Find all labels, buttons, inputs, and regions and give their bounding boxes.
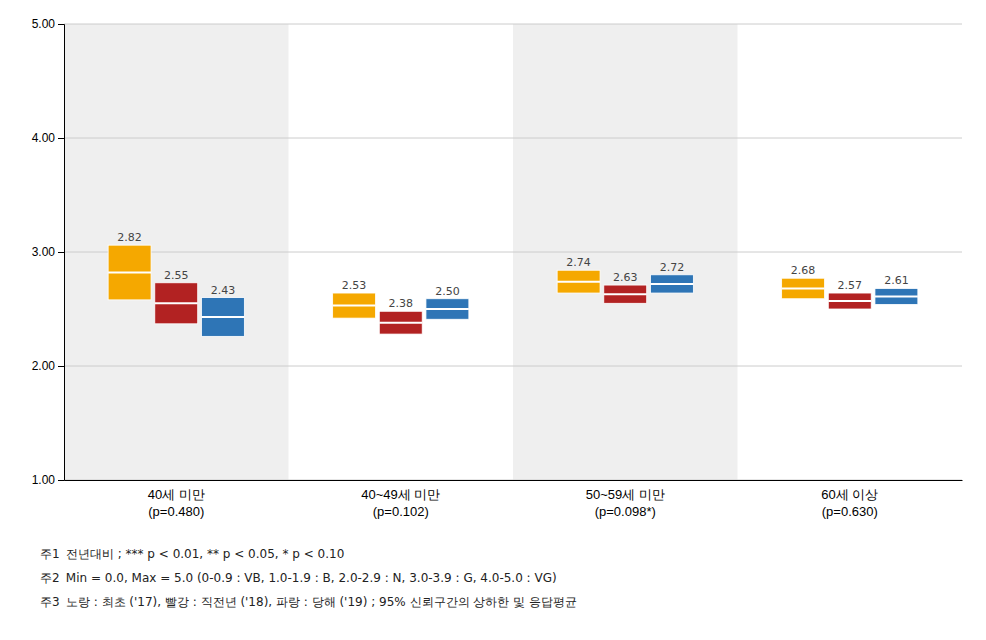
- series: [155, 283, 871, 334]
- tick: 5.00: [32, 17, 64, 31]
- tick: 40세 미만 (p=0.480): [148, 480, 205, 519]
- tick-mark: [58, 24, 64, 25]
- mean-line: [782, 287, 825, 289]
- tick-mark: [58, 138, 64, 139]
- data-label: 2.55: [164, 269, 189, 282]
- data-label: 2.72: [660, 261, 685, 274]
- grid-line: [64, 366, 962, 367]
- mean-line: [379, 322, 422, 324]
- mean-line: [828, 300, 871, 302]
- tick-mark: [58, 366, 64, 367]
- tick: 40~49세 미만 (p=0.102): [361, 480, 440, 519]
- data-labels: 2.82 2.53 2.74 2.68 2.55 2.38 2.63 2.57 2.43 2.50…: [117, 231, 908, 310]
- tick-label: 1.00: [32, 473, 56, 487]
- tick-label: 60세 이상 (p=0.630): [821, 487, 878, 519]
- chart: 2.82 2.53 2.74 2.68 2.55 2.38 2.63 2.57 2.43 2.50…: [0, 0, 986, 640]
- marks: [108, 245, 918, 336]
- grid-line: [64, 252, 962, 253]
- tick-label-line: 40~49세 미만: [361, 487, 440, 502]
- grid: [64, 24, 962, 480]
- ci-box: [828, 293, 871, 309]
- ci-box: [155, 283, 198, 324]
- tick: 4.00: [32, 131, 64, 145]
- mean-line: [875, 295, 918, 297]
- data-label: 2.53: [342, 279, 367, 292]
- tick-label: 50~59세 미만 (p=0.098*): [586, 487, 665, 519]
- mean-line: [108, 272, 151, 274]
- tick-mark: [58, 480, 64, 481]
- mean-line: [650, 283, 693, 285]
- axis-line: [65, 480, 963, 481]
- tick-label: 5.00: [32, 17, 56, 31]
- plot: 2.82 2.53 2.74 2.68 2.55 2.38 2.63 2.57 2.43 2.50…: [32, 17, 963, 519]
- mean-line: [155, 302, 198, 304]
- grid-line: [64, 480, 962, 481]
- tick: 2.00: [32, 359, 64, 373]
- mean-line: [333, 305, 376, 307]
- data-label: 2.50: [435, 285, 460, 298]
- series: [201, 275, 917, 337]
- tick-label-line: (p=0.098*): [595, 504, 656, 519]
- tick-label: 2.00: [32, 359, 56, 373]
- data-label: 2.74: [566, 256, 591, 269]
- ci-box: [604, 285, 647, 303]
- tick: 60세 이상 (p=0.630): [821, 480, 878, 519]
- grid-line: [64, 138, 962, 139]
- ci-box: [782, 278, 825, 299]
- mean-line: [557, 281, 600, 283]
- ci-box: [108, 245, 151, 300]
- mean-line: [201, 316, 244, 318]
- tick-label: 3.00: [32, 245, 56, 259]
- tick-label-line: 60세 이상: [821, 487, 878, 502]
- ci-box: [650, 275, 693, 293]
- data-label: 2.57: [838, 279, 863, 292]
- data-label: 2.61: [884, 274, 909, 287]
- tick: 3.00: [32, 245, 64, 259]
- ci-box: [426, 299, 469, 320]
- data-label: 2.38: [389, 297, 414, 310]
- ci-box: [201, 298, 244, 337]
- y-axis: 1.00 2.00 3.00 4.00 5.00: [32, 17, 65, 487]
- notes: 주1 전년대비 ; *** p < 0.01, ** p < 0.05, * p…: [40, 547, 577, 609]
- tick: 1.00: [32, 473, 64, 487]
- tick-label: 40세 미만 (p=0.480): [148, 487, 205, 519]
- tick-label-line: (p=0.630): [822, 504, 878, 519]
- tick-label-line: (p=0.102): [373, 504, 429, 519]
- ci-box: [333, 293, 376, 318]
- data-label: 2.68: [791, 264, 816, 277]
- ci-box: [557, 270, 600, 293]
- x-axis: 40세 미만 (p=0.480) 40~49세 미만 (p=0.102) 50~59세 …: [65, 480, 963, 519]
- tick-label-line: (p=0.480): [148, 504, 204, 519]
- mean-line: [604, 293, 647, 295]
- tick-label: 40~49세 미만 (p=0.102): [361, 487, 440, 519]
- tick-mark: [58, 252, 64, 253]
- annotation: 주2 Min = 0.0, Max = 5.0 (0-0.9 : VB, 1.0…: [40, 571, 557, 585]
- mean-line: [426, 308, 469, 310]
- tick: 50~59세 미만 (p=0.098*): [586, 480, 665, 519]
- tick-label: 4.00: [32, 131, 56, 145]
- ci-box: [875, 288, 918, 304]
- axis-line: [58, 25, 65, 481]
- data-label: 2.43: [211, 284, 236, 297]
- data-label: 2.63: [613, 271, 638, 284]
- annotation: 주1 전년대비 ; *** p < 0.01, ** p < 0.05, * p…: [40, 547, 344, 561]
- tick-label-line: 40세 미만: [148, 487, 205, 502]
- grid-line: [64, 24, 962, 25]
- data-label: 2.82: [117, 231, 142, 244]
- annotation: 주3 노랑 : 최초 ('17), 빨강 : 직전년 ('18), 파랑 : 당…: [40, 595, 577, 609]
- ci-box: [379, 311, 422, 334]
- tick-label-line: 50~59세 미만: [586, 487, 665, 502]
